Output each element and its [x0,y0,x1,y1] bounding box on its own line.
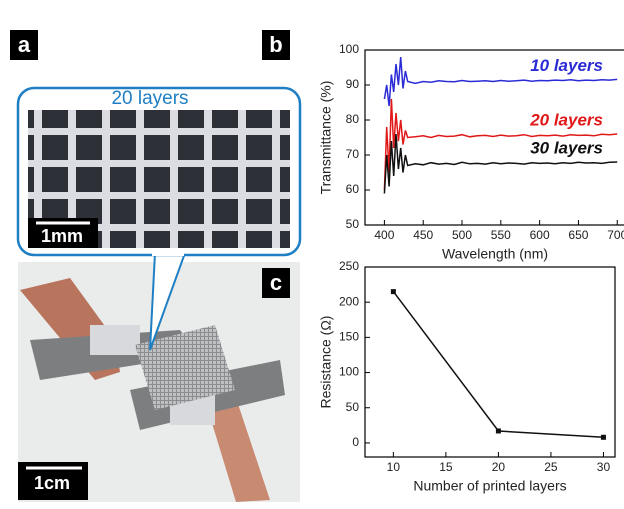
x-axis-label: Wavelength (nm) [442,246,548,262]
series-label: 10 layers [530,56,603,75]
x-tick-label: 500 [452,228,472,242]
x-tick-label: 30 [597,460,611,474]
x-axis-label: Number of printed layers [413,478,566,494]
y-tick-label: 80 [346,112,360,126]
x-tick-label: 20 [492,460,506,474]
x-tick-label: 450 [413,228,433,242]
y-tick-label: 90 [346,77,360,91]
data-line [393,292,603,438]
x-tick-label: 700 [607,228,624,242]
x-tick-label: 600 [530,228,550,242]
series-label: 20 layers [529,110,603,129]
scale-label: 1mm [41,226,83,246]
figure: a 20 layers 1mm 1cm b c 5060708090100400… [0,0,624,504]
y-tick-label: 50 [346,400,360,414]
plot-frame [365,267,615,457]
x-tick-label: 550 [491,228,511,242]
y-tick-label: 60 [346,182,360,196]
panel-label: b [269,32,282,57]
x-tick-label: 25 [544,460,558,474]
zoom-label: 20 layers [111,88,188,109]
data-point [601,435,606,440]
callout-join [152,252,184,256]
y-axis-label: Transmittance (%) [318,81,334,195]
data-point [391,289,396,294]
y-tick-label: 250 [339,259,359,273]
series-label: 30 layers [530,138,603,157]
y-tick-label: 50 [346,217,360,231]
x-tick-label: 650 [568,228,588,242]
x-tick-label: 15 [439,460,453,474]
panel-label: a [18,32,31,57]
y-tick-label: 70 [346,147,360,161]
data-point [496,428,501,433]
silver-contact [90,325,140,355]
scale-label: 1cm [34,473,70,493]
y-tick-label: 100 [339,42,359,56]
y-tick-label: 100 [339,365,359,379]
y-tick-label: 0 [352,435,359,449]
y-tick-label: 200 [339,294,359,308]
x-tick-label: 400 [374,228,394,242]
y-axis-label: Resistance (Ω) [318,316,334,409]
panel-label: c [270,270,282,295]
y-tick-label: 150 [339,330,359,344]
x-tick-label: 10 [387,460,401,474]
